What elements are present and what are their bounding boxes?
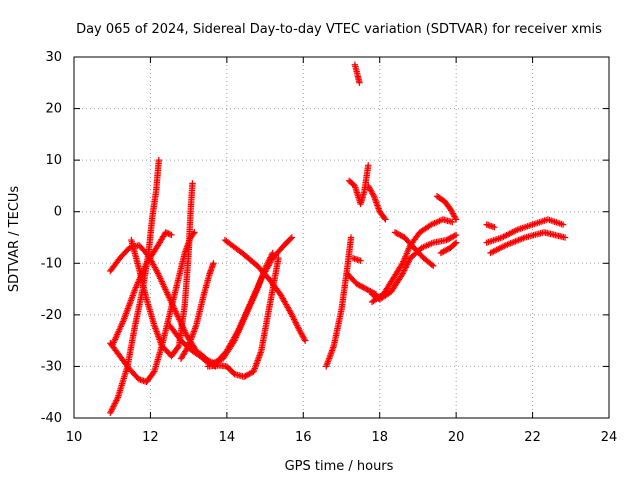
series-pass-10	[221, 236, 309, 344]
series-pass-21	[437, 239, 460, 257]
data-point	[154, 268, 161, 276]
x-tick-label: 24	[601, 430, 618, 445]
series-pass-18	[368, 231, 460, 303]
data-point	[512, 227, 519, 234]
y-tick-label: 20	[45, 102, 62, 117]
data-point	[301, 335, 308, 343]
data-point	[491, 223, 498, 231]
data-point	[275, 254, 282, 262]
series-pass-5	[128, 180, 196, 360]
data-point	[155, 156, 163, 164]
data-point	[162, 229, 169, 236]
data-point	[452, 231, 460, 239]
series-pass-7	[177, 260, 217, 362]
x-tick-label: 18	[371, 430, 388, 445]
y-tick-label: -20	[41, 308, 62, 323]
data-point	[356, 79, 363, 86]
x-tick-label: 14	[219, 430, 236, 445]
data-point	[452, 239, 460, 246]
data-point	[184, 344, 191, 351]
y-tick-label: 0	[54, 205, 62, 220]
chart-title: Day 065 of 2024, Sidereal Day-to-day VTE…	[76, 22, 602, 37]
data-point	[449, 218, 456, 226]
data-point	[174, 343, 182, 351]
data-point	[210, 260, 217, 267]
data-point	[365, 162, 372, 169]
data-point	[301, 337, 309, 344]
data-point	[451, 232, 458, 239]
data-point	[369, 191, 377, 198]
x-tick-label: 10	[66, 430, 83, 445]
data-point	[451, 240, 459, 247]
data-point	[287, 235, 294, 242]
data-point	[357, 257, 364, 264]
series-pass-23	[483, 216, 567, 246]
plot-frame	[73, 56, 610, 419]
data-point	[452, 216, 460, 223]
series-pass-15	[345, 162, 372, 208]
data-point	[191, 229, 198, 236]
data-point	[382, 216, 389, 223]
data-point	[559, 221, 567, 228]
axis-ticks: 10 12 14 16 18 20 22 24 -40 -30 -20 -10 0 10 20 30	[41, 50, 618, 445]
data-point	[269, 249, 276, 257]
series-pass-14	[351, 61, 363, 86]
data-point	[428, 261, 436, 268]
data-point	[150, 369, 157, 377]
series-pass-9	[204, 254, 282, 380]
data-point	[165, 230, 172, 237]
y-tick-label: 10	[45, 153, 62, 168]
data-point	[189, 180, 196, 187]
data-point	[168, 231, 175, 239]
y-axis-label: SDTVAR / TECUs	[7, 186, 22, 293]
series-pass-24	[487, 229, 569, 257]
data-point	[288, 234, 296, 241]
series-pass-19	[391, 229, 437, 270]
data-point	[501, 242, 508, 250]
y-tick-label: 30	[45, 50, 62, 65]
x-tick-label: 16	[295, 430, 312, 445]
x-axis-label: GPS time / hours	[285, 459, 394, 474]
data-point	[381, 214, 388, 222]
series-pass-11	[323, 234, 355, 370]
series-pass-22	[483, 221, 498, 231]
data-point	[166, 231, 174, 238]
x-tick-label: 22	[524, 430, 541, 445]
y-tick-label: -40	[41, 411, 62, 426]
series-pass-20	[433, 193, 460, 223]
x-tick-label: 20	[448, 430, 465, 445]
series-pass-17	[368, 216, 456, 306]
data-point	[347, 234, 355, 241]
data-point	[163, 229, 171, 237]
data-point	[561, 234, 569, 241]
series-pass-12	[349, 254, 364, 264]
series-pass-16	[365, 182, 389, 223]
data-point	[452, 214, 459, 222]
data-point	[430, 262, 437, 270]
y-tick-label: -10	[41, 256, 62, 271]
x-tick-label: 12	[142, 430, 159, 445]
data-markers	[107, 61, 569, 417]
y-tick-label: -30	[41, 359, 62, 374]
